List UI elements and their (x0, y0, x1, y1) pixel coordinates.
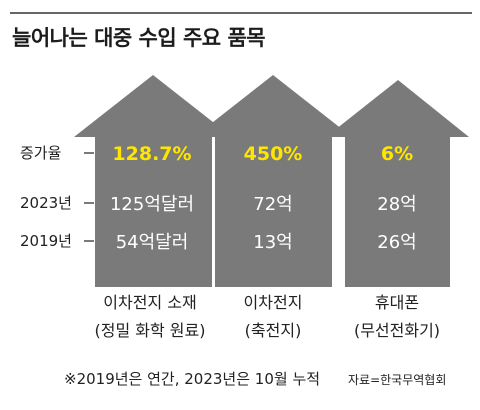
row-label-2023: 2023년 (20, 194, 72, 212)
row-label-growth: 증가율 (20, 144, 61, 162)
value-2019: 54억달러 (116, 232, 189, 253)
category-subname: (무선전화기) (354, 321, 440, 340)
top-rule (10, 12, 472, 14)
value-2019: 26억 (377, 232, 416, 253)
source-credit: 자료=한국무역협회 (348, 373, 447, 387)
category-subname: (정밀 화학 원료) (95, 321, 206, 340)
page-title: 늘어나는 대중 수입 주요 품목 (12, 26, 266, 50)
footnote: ※2019년은 연간, 2023년은 10월 누적 (64, 370, 321, 388)
value-2023: 125억달러 (110, 194, 194, 215)
category-name: 휴대폰 (375, 293, 419, 312)
arrow-group-1: 128.7% 125억달러 54억달러 이차전지 소재 (정밀 화학 원료) (74, 75, 232, 340)
arrow-group-3: 6% 28억 26억 휴대폰 (무선전화기) (326, 80, 469, 340)
arrow-shape (326, 80, 469, 287)
value-2019: 13억 (253, 232, 292, 253)
category-subname: (축전지) (245, 321, 302, 340)
arrow-group-2: 450% 72억 13억 이차전지 (축전지) (194, 75, 352, 340)
value-2023: 28억 (377, 194, 416, 215)
growth-value: 450% (244, 143, 303, 165)
arrow-shape (74, 75, 232, 287)
value-2023: 72억 (253, 194, 292, 215)
growth-value: 6% (381, 143, 413, 165)
category-name: 이차전지 소재 (103, 293, 196, 312)
row-label-2019: 2019년 (20, 232, 72, 250)
arrow-shape (194, 75, 352, 287)
category-name: 이차전지 (244, 293, 303, 312)
growth-value: 128.7% (112, 143, 191, 165)
